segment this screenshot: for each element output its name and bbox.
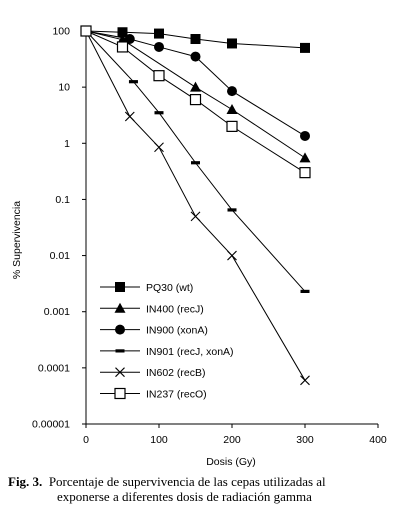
data-point: [226, 120, 238, 132]
series-0: [81, 26, 310, 53]
y-tick-label: 0.01: [50, 250, 71, 262]
legend-entry: IN900 (xonA): [100, 324, 208, 337]
legend-entry: PQ30 (wt): [100, 282, 193, 294]
y-tick-label: 0.00001: [32, 419, 70, 431]
x-tick-label: 200: [223, 434, 241, 446]
y-tick-label: 100: [52, 26, 70, 38]
legend-label: PQ30 (wt): [146, 282, 193, 294]
series-line: [85, 30, 306, 137]
data-point: [117, 27, 128, 38]
data-point: [190, 81, 201, 92]
data-point: [116, 41, 129, 53]
data-point: [227, 38, 237, 49]
data-point: [227, 208, 237, 212]
series-5: [80, 25, 311, 179]
data-point: [190, 51, 201, 62]
legend-entry: IN237 (recO): [100, 387, 207, 401]
data-point: [300, 289, 310, 294]
y-tick-label: 1: [64, 138, 70, 150]
legend-marker: [115, 367, 125, 378]
data-point: [300, 130, 310, 141]
series-layer: [80, 25, 311, 386]
survival-chart: % Supervivencia Dosis (Gy) 0.00001 0.0001…: [11, 25, 387, 468]
data-point: [191, 161, 200, 165]
legend-marker: [115, 282, 125, 292]
data-point: [190, 34, 201, 45]
x-tick-label: 0: [83, 434, 89, 446]
data-point: [154, 28, 164, 39]
data-point: [190, 211, 201, 222]
series-line: [85, 30, 306, 49]
data-point: [189, 93, 202, 106]
series-3: [81, 29, 310, 294]
data-point: [128, 80, 138, 84]
y-tick-label: 0.1: [55, 194, 70, 206]
legend-entry: IN602 (recB): [100, 367, 206, 379]
data-point: [80, 25, 92, 37]
caption-line-2: exponerse a diferentes dosis de radiació…: [57, 489, 312, 504]
data-point: [124, 111, 135, 122]
legend-marker: [115, 324, 125, 335]
y-tick-label: 10: [58, 82, 70, 94]
y-axis-label: % Supervivencia: [11, 201, 23, 279]
series-line: [85, 30, 306, 174]
x-tick-label: 300: [296, 434, 314, 446]
data-point: [227, 250, 237, 261]
data-point: [227, 86, 237, 97]
legend-label: IN237 (recO): [146, 389, 207, 401]
legend-label: IN400 (recJ): [146, 303, 204, 315]
data-point: [299, 152, 311, 163]
legend-marker: [115, 349, 125, 353]
data-point: [226, 103, 238, 114]
data-point: [154, 142, 164, 153]
caption-line-1: Porcentaje de supervivencia de las cepas…: [48, 474, 326, 489]
legend: PQ30 (wt) IN400 (recJ) IN900 (xonA) IN901 (…: [100, 282, 234, 401]
y-tick-label: 0.001: [44, 306, 70, 318]
x-tick-label: 400: [369, 434, 387, 446]
data-point: [154, 111, 164, 115]
legend-marker: [114, 387, 126, 400]
legend-label: IN901 (recJ, xonA): [146, 346, 234, 358]
legend-marker: [114, 302, 126, 313]
data-point: [300, 375, 310, 386]
data-point: [300, 42, 310, 53]
legend-label: IN602 (recB): [146, 367, 206, 379]
series-line: [85, 30, 306, 292]
series-1: [80, 25, 311, 163]
y-tick-label: 0.0001: [38, 362, 70, 374]
legend-label: IN900 (xonA): [146, 325, 208, 337]
legend-entry: IN901 (recJ, xonA): [100, 346, 234, 358]
series-line: [85, 30, 306, 381]
legend-entry: IN400 (recJ): [100, 302, 204, 315]
figure-caption: Fig. 3. Porcentaje de supervivencia de l…: [8, 474, 396, 504]
data-point: [154, 41, 164, 52]
x-tick-label: 100: [150, 434, 168, 446]
data-point: [153, 70, 165, 82]
caption-label: Fig. 3.: [8, 474, 43, 489]
data-point: [299, 167, 311, 179]
x-axis-label: Dosis (Gy): [206, 456, 256, 468]
axes: 0.00001 0.0001 0.001 0.01 0.1 1 10 100 0 100 200 30…: [32, 26, 387, 447]
